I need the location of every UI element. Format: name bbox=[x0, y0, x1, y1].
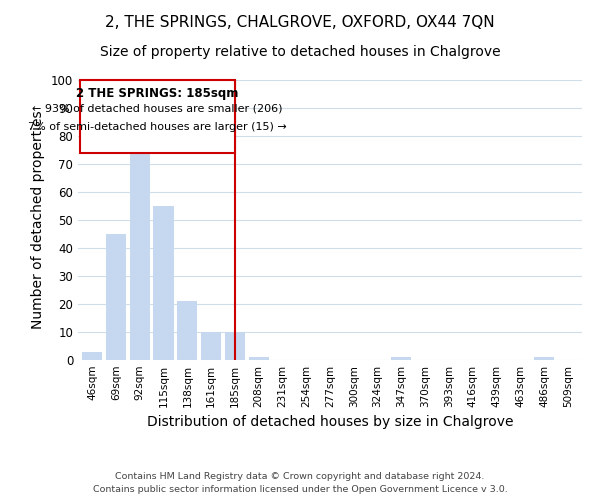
Bar bbox=[154, 206, 173, 360]
X-axis label: Distribution of detached houses by size in Chalgrove: Distribution of detached houses by size … bbox=[147, 416, 513, 430]
Text: 2 THE SPRINGS: 185sqm: 2 THE SPRINGS: 185sqm bbox=[76, 87, 239, 100]
Bar bbox=[106, 234, 126, 360]
Bar bbox=[248, 357, 269, 360]
Text: Contains public sector information licensed under the Open Government Licence v : Contains public sector information licen… bbox=[92, 485, 508, 494]
Bar bbox=[201, 332, 221, 360]
Bar bbox=[130, 144, 150, 360]
Bar bbox=[534, 357, 554, 360]
Text: 7% of semi-detached houses are larger (15) →: 7% of semi-detached houses are larger (1… bbox=[28, 122, 287, 132]
Bar bbox=[82, 352, 103, 360]
Bar bbox=[177, 301, 197, 360]
Text: 2, THE SPRINGS, CHALGROVE, OXFORD, OX44 7QN: 2, THE SPRINGS, CHALGROVE, OXFORD, OX44 … bbox=[105, 15, 495, 30]
Text: Size of property relative to detached houses in Chalgrove: Size of property relative to detached ho… bbox=[100, 45, 500, 59]
Y-axis label: Number of detached properties: Number of detached properties bbox=[31, 110, 46, 330]
Text: Contains HM Land Registry data © Crown copyright and database right 2024.: Contains HM Land Registry data © Crown c… bbox=[115, 472, 485, 481]
Text: ← 93% of detached houses are smaller (206): ← 93% of detached houses are smaller (20… bbox=[32, 104, 283, 114]
Bar bbox=[80, 80, 235, 153]
Bar bbox=[391, 357, 412, 360]
Bar bbox=[225, 332, 245, 360]
